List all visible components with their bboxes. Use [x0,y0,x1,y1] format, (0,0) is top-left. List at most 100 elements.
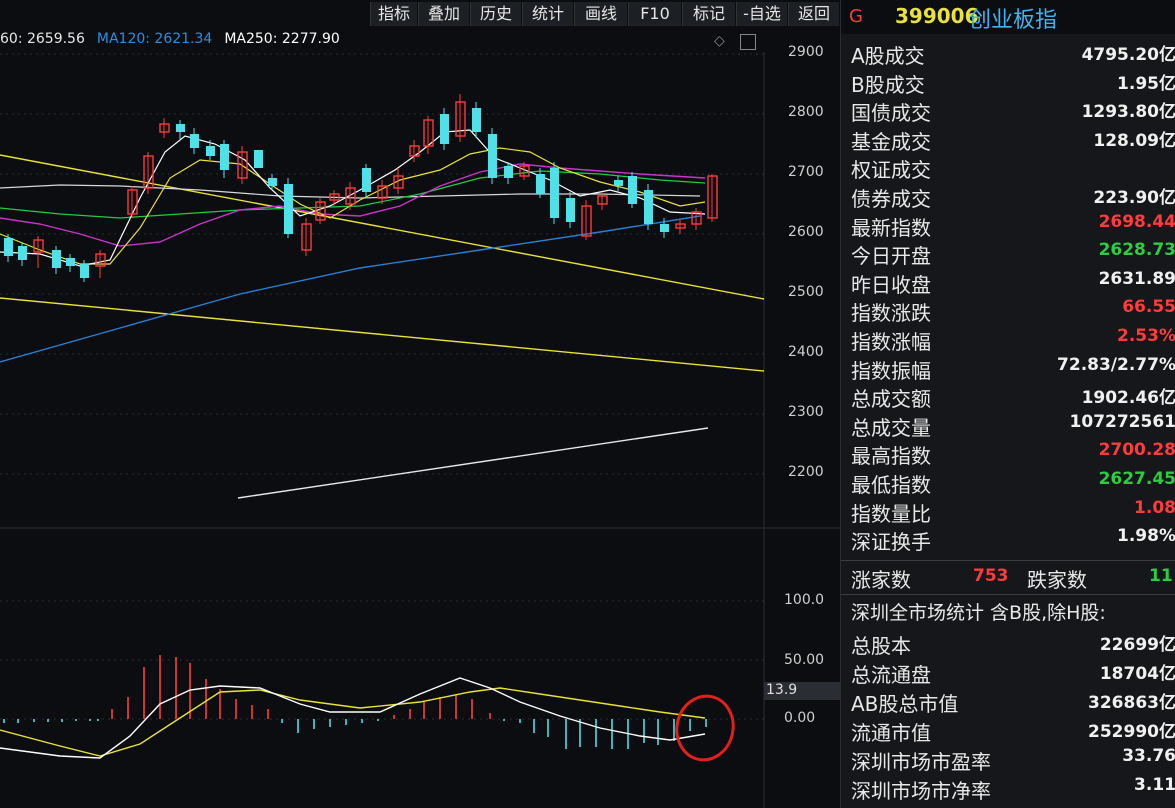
candle-body [597,195,608,205]
quote-row-label: 昨日收盘 [851,272,931,297]
candle-body [4,238,13,256]
quote-row: 深证换手 1.98% [851,526,1175,554]
stats-row: 总股本 22699亿 [851,630,1175,658]
candle-body [644,190,653,224]
statistics-button[interactable]: 统计 [522,2,573,26]
ma-green-line [0,170,706,219]
quote-row: 权证成交 [851,154,1175,182]
remove-favorite-button[interactable]: -自选 [736,2,787,26]
candle-body [66,258,75,266]
candle-body [176,124,185,132]
quote-row-value: 223.90亿 [1093,188,1175,208]
quote-row: 总成交量 107272561 [851,412,1175,440]
trend-line-upper [0,154,765,300]
quote-row: 今日开盘 2628.73 [851,240,1175,268]
candle-body [190,134,199,148]
candle-body [536,174,545,194]
chart-area[interactable] [0,28,840,808]
candle-body [377,185,388,199]
ma5-line [0,129,706,267]
quote-row-value: 2628.73 [1098,240,1175,261]
candle-body [143,155,154,189]
quote-row: 总成交额 1902.46亿 [851,383,1175,411]
quote-row-label: 指数涨跌 [851,301,931,326]
overlay-button[interactable]: 叠加 [418,2,469,26]
price-tick: 2600 [788,224,824,240]
candle-body [472,108,481,132]
stats-row-label: 深圳市场市盈率 [851,750,991,774]
quote-row-label: 基金成交 [851,129,931,154]
stats-title: 深圳全市场统计 含B股,除H股: [851,602,1106,624]
candle-body [614,180,623,186]
back-button[interactable]: 返回 [788,2,839,26]
stats-row-label: 流通市值 [851,721,931,745]
price-tick: 2200 [788,464,824,480]
candles [4,94,718,282]
quote-row-label: 债券成交 [851,187,931,211]
quote-row-value: 2.53% [1117,326,1175,346]
quote-row-label: 今日开盘 [851,244,931,269]
quote-row-value: 72.83/2.77% [1057,354,1175,375]
price-tick: 2800 [788,104,824,120]
trend-line-lower [0,297,765,372]
flag-label: G [849,6,863,27]
candle-body [550,168,559,218]
candle-body [488,134,497,178]
candle-body [33,239,44,253]
quote-row-label: 总成交量 [851,415,931,440]
candle-body [127,189,138,215]
candle-body [80,264,89,278]
stats-row-value: 326863亿 [1088,693,1175,713]
quote-row-value: 1902.46亿 [1081,388,1175,409]
quote-row-value: 2700.28 [1098,440,1175,461]
quote-row: 最新指数 2698.44 [851,212,1175,240]
quote-row-value: 4795.20亿 [1081,45,1175,65]
quote-row-value: 1.98% [1117,526,1175,547]
indicator-button[interactable]: 指标 [370,2,417,26]
quote-row-label: A股成交 [851,44,925,68]
candle-body [581,205,592,237]
down-count-label: 跌家数 [1027,568,1087,592]
price-tick: 2700 [788,164,824,180]
history-button[interactable]: 历史 [470,2,521,26]
candle-body [206,146,215,156]
quote-row-label: 指数涨幅 [851,330,931,354]
stats-row: 总流通盘 18704亿 [851,659,1175,687]
stats-row: 深圳市场市净率 3.11 [851,775,1175,803]
quote-row: 基金成交 128.09亿 [851,126,1175,154]
draw-line-button[interactable]: 画线 [574,2,627,26]
quote-row-label: B股成交 [851,72,925,97]
quote-row-value: 66.55 [1122,297,1175,318]
stats-row-value: 22699亿 [1099,635,1175,655]
quote-row-label: 国债成交 [851,101,931,126]
f10-button[interactable]: F10 [628,2,681,26]
mark-button[interactable]: 标记 [682,2,735,26]
diamond-icon[interactable]: ◇ [714,33,725,49]
quote-row-label: 深证换手 [851,530,931,555]
stats-row-label: 深圳市场市净率 [851,779,991,803]
price-tick: 2400 [788,344,824,360]
candle-body [159,123,170,133]
stats-row-label: AB股总市值 [851,692,959,716]
index-code: 399006 [895,4,979,28]
index-name: 创业板指 [969,8,1058,33]
candle-body [268,178,277,186]
quote-row-value: 2631.89 [1098,268,1175,289]
candle-body [628,176,637,204]
candle-body [707,175,718,219]
candle-body [362,168,371,192]
quote-row-value: 2627.45 [1098,469,1175,489]
dea-line [0,687,706,757]
candle-body [254,150,263,168]
quote-row-value: 1.08 [1134,497,1175,518]
candle-body [393,175,404,189]
quote-panel: G 399006 创业板指 A股成交 4795.20亿 B股成交 1.95亿 国债成交 1… [840,0,1175,808]
macd-bars [3,655,707,749]
quote-row: 昨日收盘 2631.89 [851,269,1175,297]
candle-body [301,223,312,251]
quote-row: 债券成交 223.90亿 [851,183,1175,211]
candle-body [440,114,449,144]
window-toggle-icon[interactable] [740,34,756,50]
quote-row: 最低指数 2627.45 [851,469,1175,497]
stats-row-value: 33.76 [1122,746,1175,766]
